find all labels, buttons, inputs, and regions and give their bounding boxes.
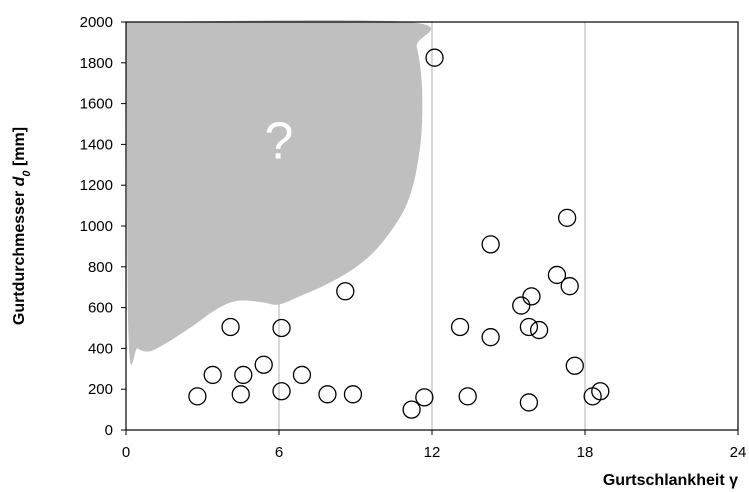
data-point [583,387,602,406]
data-point [203,365,222,385]
data-point [402,400,421,419]
y-tick-label: 1600 [80,96,113,113]
y-tick-label: 1800 [80,55,113,72]
data-point [512,296,531,315]
data-point [458,387,477,406]
data-point [529,320,549,340]
data-point [234,365,253,385]
x-tick-label: 0 [122,444,130,461]
data-point [450,317,470,337]
data-point [425,48,444,67]
x-tick-label: 18 [577,444,594,461]
y-tick-label: 0 [105,422,113,439]
region-question-mark: ? [265,113,294,171]
data-point [558,208,577,227]
data-point [547,265,567,285]
data-point [221,317,240,337]
data-point [254,355,273,374]
x-tick-label: 24 [730,444,747,461]
y-axis-title-unit: [mm] [11,127,28,171]
data-point [565,356,584,375]
y-axis-title-symbol: d [11,175,28,186]
y-axis-title: Gurtdurchmesser d0 [mm] [11,127,33,325]
data-point [522,287,541,306]
data-point [481,328,500,347]
data-point [231,385,250,404]
y-tick-label: 2000 [80,14,113,31]
data-point [336,282,355,301]
data-point [560,277,579,296]
y-tick-label: 1200 [80,177,113,194]
data-point [292,365,312,385]
data-point [519,393,539,412]
y-tick-label: 200 [88,381,113,398]
data-point [343,385,363,404]
data-point [318,385,337,404]
y-axis-title-subscript: 0 [21,170,33,177]
data-point [591,382,610,401]
y-tick-label: 400 [88,340,113,357]
y-tick-label: 1000 [80,218,113,235]
y-axis-title-main: Gurtdurchmesser [11,186,28,325]
x-tick-label: 12 [424,444,441,461]
data-point [519,317,539,337]
y-tick-label: 800 [88,259,113,276]
data-point [188,387,207,406]
y-tick-label: 600 [88,300,113,317]
data-point [481,235,500,254]
y-tick-label: 1400 [80,136,113,153]
x-tick-label: 6 [275,444,283,461]
axis-ticks: 0 6 12 18 24 0 200 400 600 800 1000 1200 1400 1600 180… [80,14,747,461]
data-point [415,388,434,407]
data-point [272,382,291,401]
data-points [188,48,610,419]
data-point [272,318,291,338]
gridlines [278,22,586,430]
x-axis-title: Gurtschlankheit γ [603,472,738,489]
